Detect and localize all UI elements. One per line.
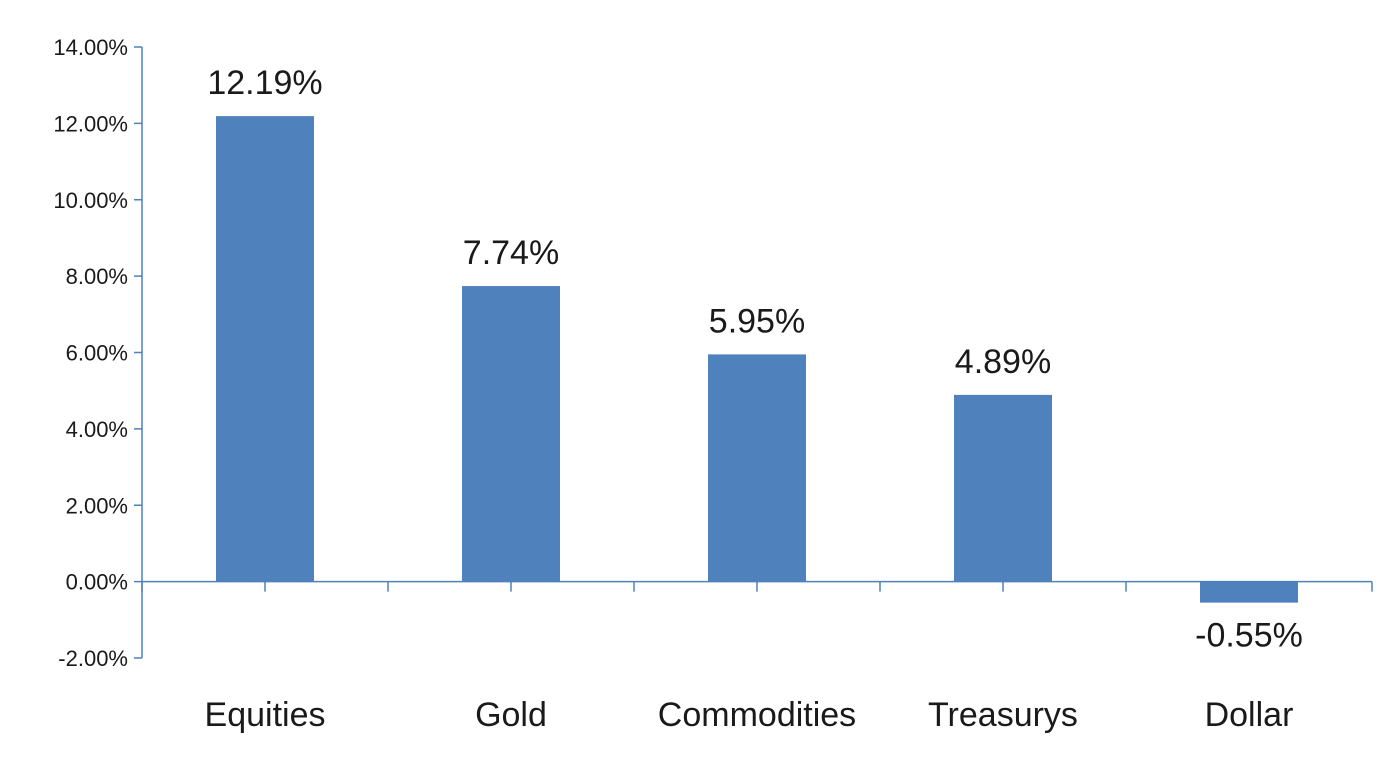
category-label: Treasurys	[928, 696, 1078, 734]
bars	[216, 116, 1298, 603]
y-tick-label: 0.00%	[66, 570, 128, 595]
bar-gold	[462, 286, 560, 582]
bar-dollar	[1200, 581, 1298, 603]
data-label: -0.55%	[1195, 617, 1303, 655]
data-label: 12.19%	[207, 64, 322, 102]
y-tick-label: -2.00%	[58, 646, 128, 671]
category-label: Gold	[475, 696, 547, 734]
data-label: 4.89%	[955, 343, 1051, 381]
x-axis	[141, 580, 1373, 592]
y-tick-label: 2.00%	[66, 493, 128, 518]
data-label: 7.74%	[463, 234, 559, 272]
y-tick-label: 10.00%	[53, 188, 128, 213]
y-tick-label: 8.00%	[66, 264, 128, 289]
data-label: 5.95%	[709, 302, 805, 340]
bar-treasurys	[954, 394, 1052, 582]
bar-commodities	[708, 354, 806, 582]
category-label: Commodities	[658, 696, 856, 734]
y-tick-label: 12.00%	[53, 111, 128, 136]
bar-equities	[216, 116, 314, 582]
y-tick-label: 4.00%	[66, 417, 128, 442]
y-tick-label: 14.00%	[53, 35, 128, 60]
category-label: Equities	[205, 696, 326, 734]
y-tick-label: 6.00%	[66, 341, 128, 366]
labels: 12.19% Equities 7.74% Gold 5.95% Commodities 4…	[205, 64, 1303, 734]
category-label: Dollar	[1205, 696, 1294, 734]
y-axis: -2.00% 0.00% 2.00% 4.00% 6.00% 8.00% 10.00% 12.…	[53, 35, 143, 671]
